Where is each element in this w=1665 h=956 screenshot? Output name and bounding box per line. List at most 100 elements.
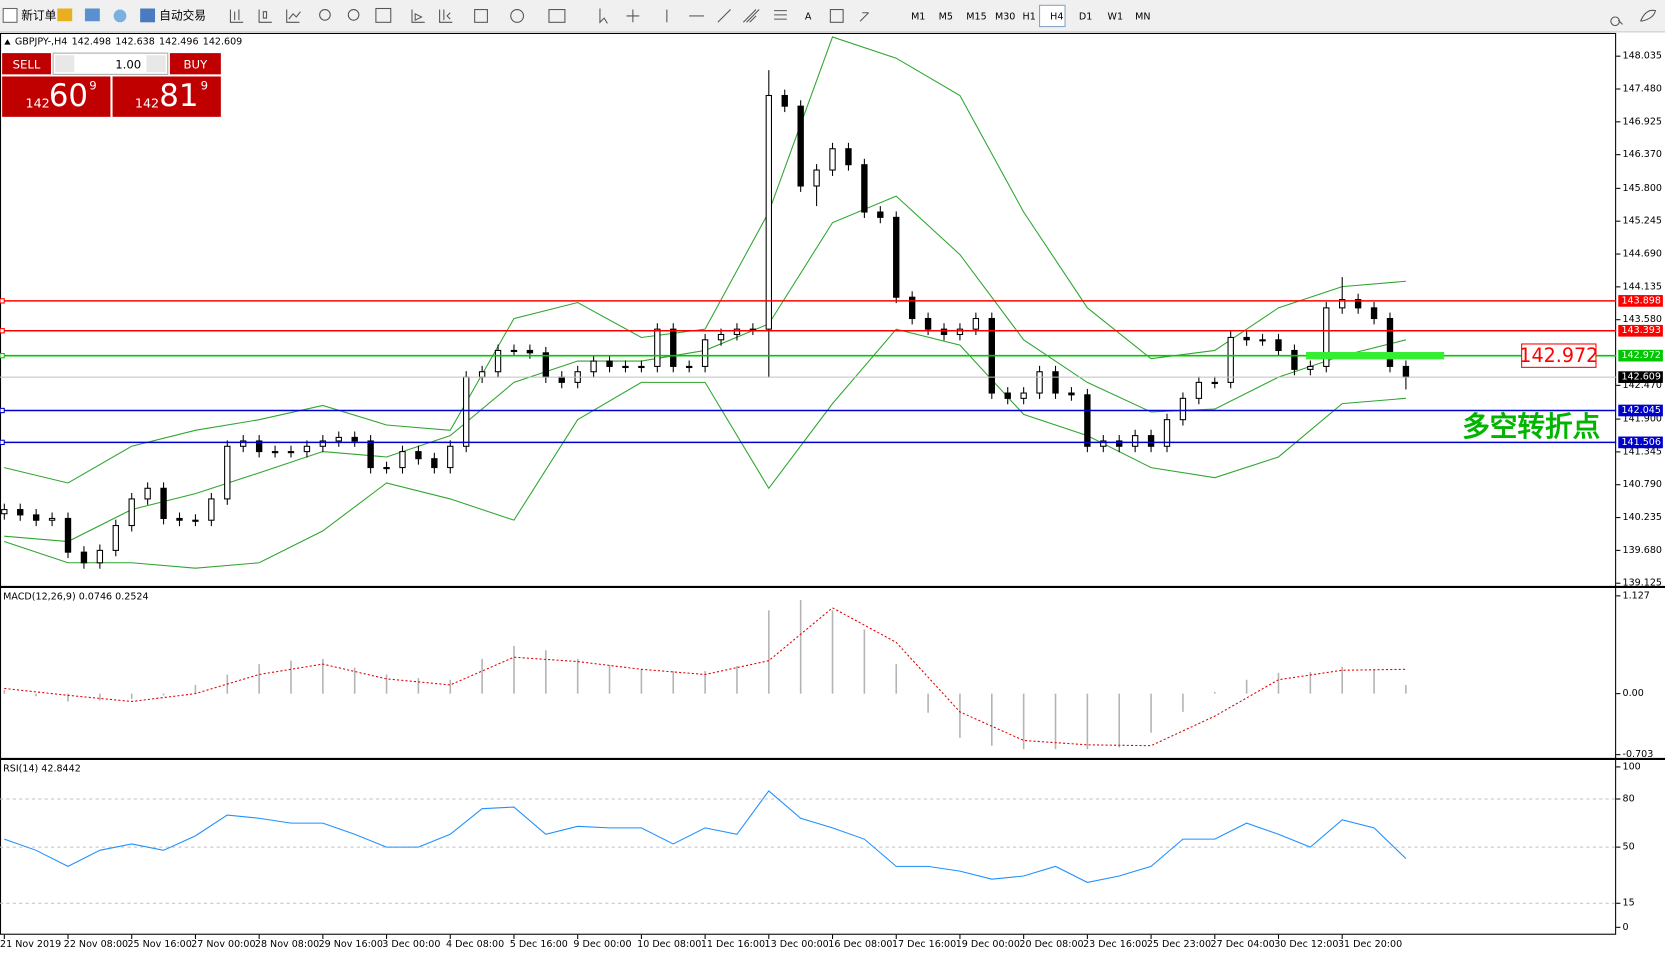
candle-body	[908, 296, 916, 320]
chart-frame	[0, 32, 1617, 935]
community-icon[interactable]	[1640, 9, 1657, 22]
line-tool[interactable]	[286, 9, 301, 23]
x-tick-label: 5 Dec 16:00	[510, 939, 568, 950]
timeframe-button[interactable]: D1	[1079, 11, 1092, 22]
turning-point-box	[1521, 343, 1597, 368]
buy-label[interactable]: BUY	[184, 57, 209, 71]
candle-body	[638, 365, 645, 369]
candle-body	[1386, 317, 1394, 367]
candle-body	[17, 509, 24, 516]
candle-body	[431, 458, 438, 469]
sell-price-box[interactable]	[2, 76, 111, 117]
x-tick-label: 9 Dec 00:00	[573, 939, 631, 950]
periods-tool[interactable]	[510, 9, 525, 23]
text-tool[interactable]: A	[805, 11, 812, 22]
shift-tool[interactable]	[439, 9, 453, 23]
candle-body	[208, 498, 215, 521]
y-tick-label: 139.125	[1623, 578, 1662, 589]
candle-body	[351, 436, 358, 442]
level-handle	[0, 439, 5, 446]
rsi-line	[4, 790, 1407, 883]
timeframe-button[interactable]: M5	[939, 11, 953, 22]
timeframe-button[interactable]: M15	[966, 11, 986, 22]
timeframe-button[interactable]: M30	[995, 11, 1015, 22]
zoom-out-tool[interactable]	[347, 9, 360, 21]
candle-body	[48, 517, 56, 521]
candle-body	[176, 517, 183, 521]
sell-price-sup[interactable]: 9	[89, 79, 96, 93]
sell-label[interactable]: SELL	[13, 57, 41, 71]
y-tick-label: 147.480	[1623, 84, 1662, 95]
sell-price-prefix[interactable]: 142	[25, 97, 49, 112]
sell-price-big[interactable]: 60	[49, 78, 88, 114]
templates-tool[interactable]	[548, 9, 566, 23]
crosshair-tool[interactable]	[626, 9, 640, 23]
zoom-in-tool[interactable]	[319, 9, 331, 21]
y-tick-label: 144.690	[1623, 249, 1662, 260]
lot-field[interactable]	[52, 52, 169, 75]
candle-body	[717, 333, 725, 341]
toolbar-icon[interactable]	[57, 8, 73, 22]
arrows-tool[interactable]	[859, 12, 869, 22]
x-tick-label: 3 Dec 00:00	[382, 939, 440, 950]
level-label-box	[1618, 349, 1663, 362]
search-icon[interactable]	[1610, 16, 1623, 27]
new-order-button[interactable]: 新订单	[21, 8, 56, 22]
candle-body	[1147, 435, 1155, 447]
indicators-tool[interactable]	[474, 9, 488, 23]
candle-body	[940, 328, 948, 336]
cursor-tool[interactable]	[599, 8, 608, 24]
candle-body	[415, 451, 422, 460]
candle-body	[224, 445, 231, 500]
label-tool[interactable]	[829, 9, 844, 23]
candle-body	[510, 349, 518, 353]
candle-body	[1179, 397, 1187, 421]
buy-price-prefix[interactable]: 142	[135, 97, 159, 112]
level-label-box	[1618, 295, 1663, 307]
y-tick-label: 146.370	[1623, 149, 1662, 160]
toolbar-icon[interactable]	[113, 9, 127, 23]
lot-value[interactable]: 1.00	[115, 57, 141, 71]
timeframe-button[interactable]: MN	[1135, 11, 1150, 22]
new-order-icon[interactable]	[2, 7, 18, 23]
fibo-tool[interactable]	[774, 10, 787, 20]
candle-body	[287, 451, 295, 454]
autoscroll-tool[interactable]	[411, 9, 425, 23]
candle-body	[1052, 371, 1059, 394]
toolbar-icon[interactable]	[84, 8, 100, 22]
candle-body	[893, 216, 900, 298]
lot-up[interactable]	[146, 55, 166, 73]
channel-tool[interactable]	[742, 9, 760, 23]
sell-button[interactable]	[2, 53, 51, 75]
buy-button[interactable]	[169, 53, 221, 75]
candle-body	[956, 328, 964, 336]
one-click-trading: SELL 1.00 BUY 142 60 9 142 81 9	[2, 52, 221, 117]
candle-body	[924, 317, 932, 330]
candle-body	[32, 514, 40, 521]
timeframe-button[interactable]: H1	[1023, 11, 1036, 22]
timeframe-button[interactable]: M1	[911, 11, 925, 22]
candle-body	[654, 328, 661, 367]
candle-body	[622, 365, 629, 369]
candle-body	[1084, 394, 1091, 447]
candle-body	[829, 148, 836, 171]
bar-chart-tool[interactable]	[229, 9, 244, 23]
buy-price-sup[interactable]: 9	[201, 79, 208, 93]
candle-body	[542, 352, 550, 378]
buy-price-box[interactable]	[112, 76, 221, 117]
auto-trading-icon[interactable]	[140, 8, 156, 23]
candle-body	[383, 467, 390, 470]
buy-price-big[interactable]: 81	[159, 78, 198, 114]
timeframe-button[interactable]: H4	[1050, 11, 1063, 22]
candle-body	[1323, 307, 1330, 367]
candle-tool[interactable]	[258, 9, 272, 23]
level-handle	[0, 298, 5, 304]
tile-tool[interactable]	[375, 7, 392, 23]
timeframe-button[interactable]: W1	[1108, 11, 1124, 22]
auto-trading-button[interactable]: 自动交易	[159, 8, 206, 22]
turning-point-text: 多空转折点	[1462, 410, 1600, 443]
lot-down[interactable]	[55, 55, 75, 73]
trendline-tool[interactable]	[717, 9, 731, 23]
candle-body	[192, 519, 199, 522]
